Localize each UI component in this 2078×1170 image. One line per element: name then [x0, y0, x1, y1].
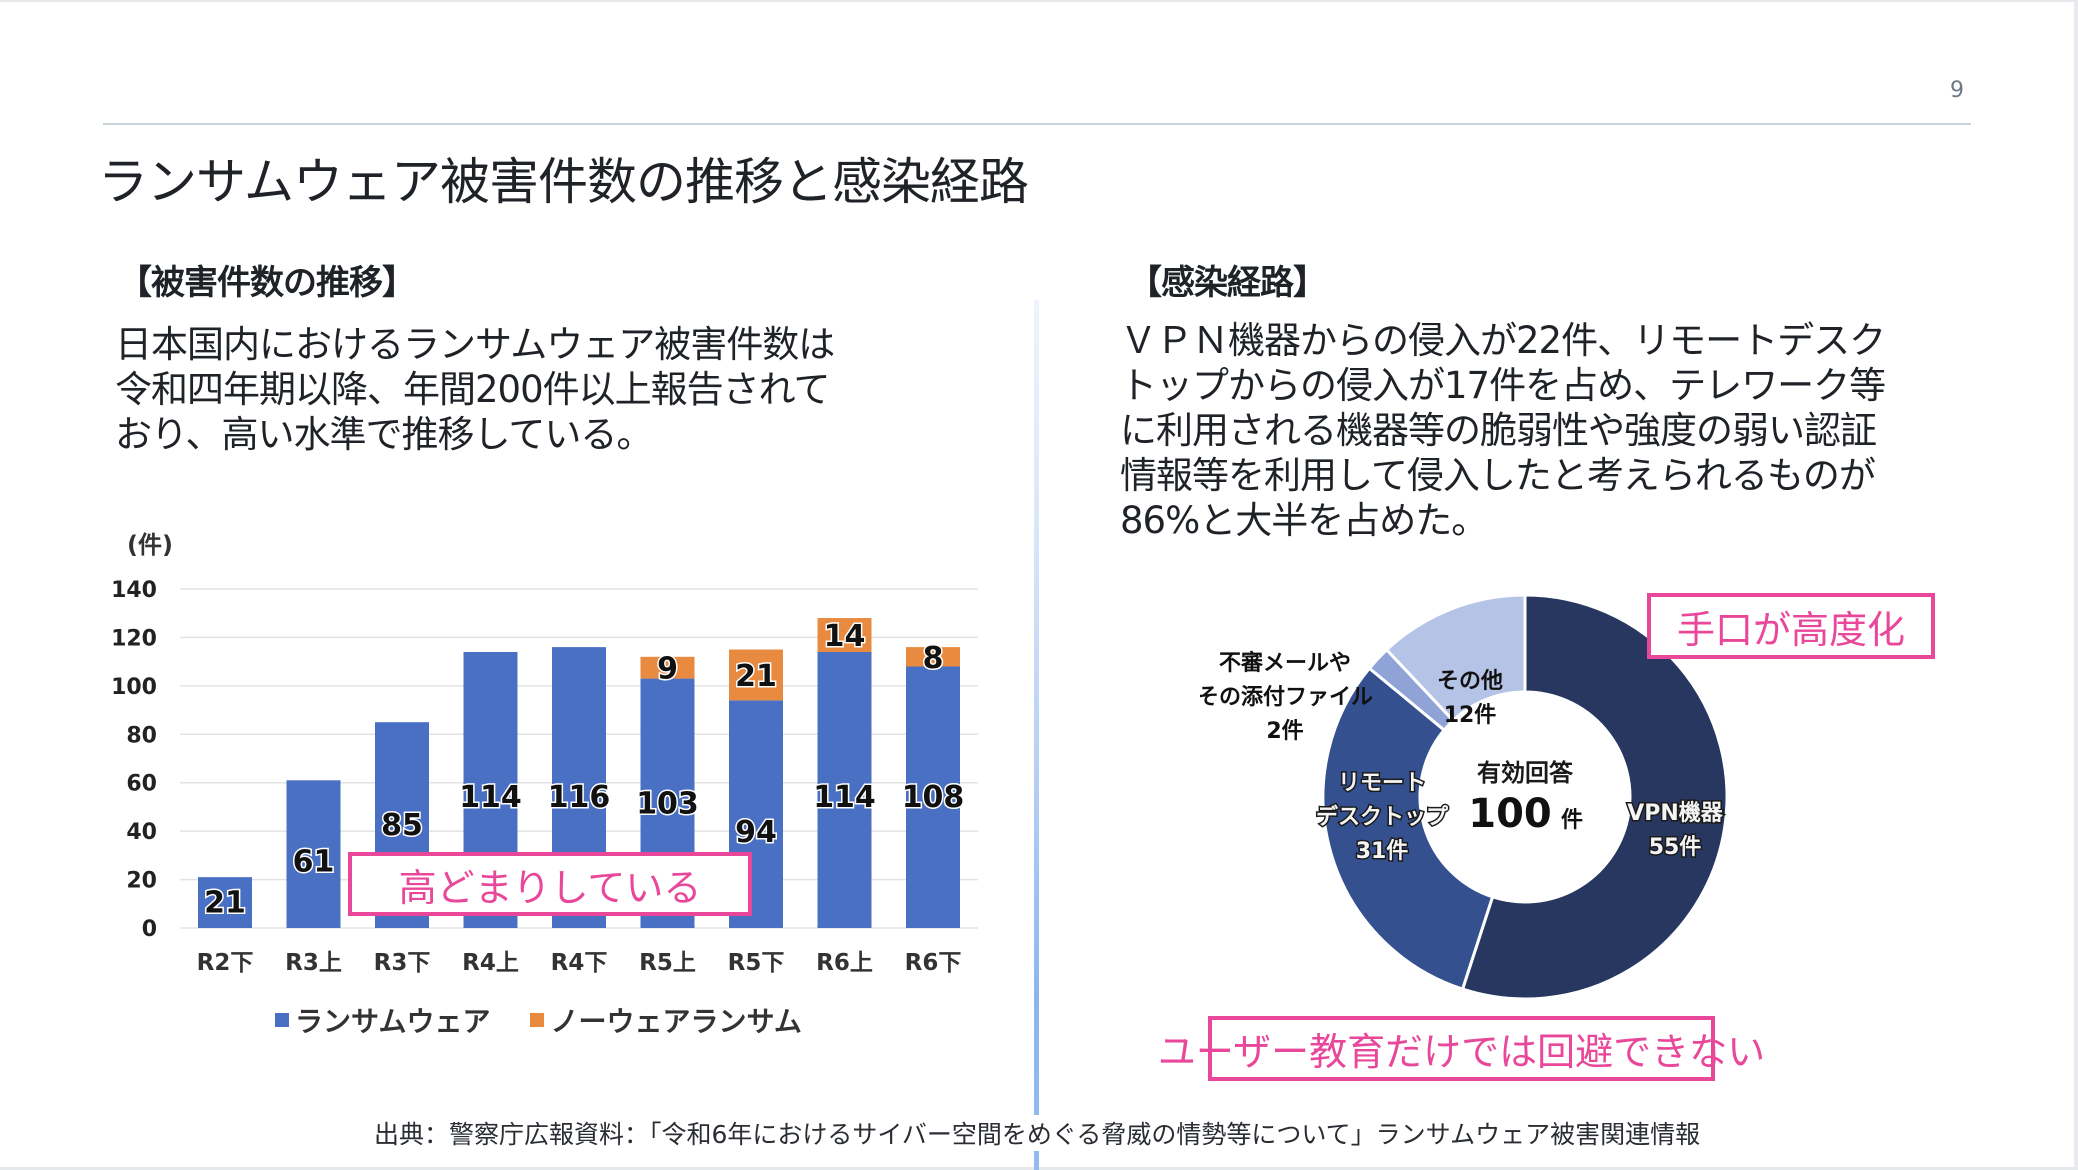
bar-noware	[640, 656, 695, 679]
trend-description-line: 令和四年期以降、年間200件以上報告されて	[115, 368, 831, 411]
donut-label-vpn: 55件	[1649, 835, 1702, 860]
trend-description-line: 日本国内におけるランサムウェア被害件数は	[115, 323, 835, 366]
data-label-ransomware: 94	[735, 815, 777, 850]
trend-description-line: おり、高い水準で推移している。	[115, 413, 653, 456]
donut-label-email: その添付ファイル	[1200, 685, 1373, 710]
x-tick-label: R5上	[639, 950, 696, 976]
bar-noware	[906, 647, 960, 667]
x-tick-label: R4上	[462, 950, 519, 976]
donut-center-value: 100	[1468, 791, 1552, 837]
callout-education-insufficient: ユーザー教育だけでは回避できない	[1158, 1016, 1765, 1081]
donut-label-remote: デスクトップ	[1316, 804, 1449, 830]
infection-route-description: ＶＰＮ機器からの侵入が22件、リモートデスク トップからの侵入が17件を占め、テ…	[1120, 318, 1886, 543]
y-tick-label: 140	[111, 578, 157, 603]
donut-label-remote: 31件	[1356, 839, 1409, 864]
donut-label-other: 12件	[1444, 703, 1497, 728]
bar-chart-legend: ランサムウェア ノーウェアランサム	[275, 1000, 802, 1040]
infection-route-line: に利用される機器等の脆弱性や強度の弱い認証	[1120, 409, 1877, 452]
bar-noware	[817, 618, 872, 652]
data-label-ransomware: 114	[459, 780, 522, 815]
bar-ransomware	[906, 666, 960, 928]
data-label-noware: 9	[657, 652, 678, 687]
legend-label-ransomware: ランサムウェア	[295, 1005, 491, 1038]
callout-sophisticated: 手口が高度化	[1647, 593, 1935, 659]
bar-ransomware	[286, 780, 341, 928]
bar-ransomware	[817, 651, 872, 928]
legend-item-ransomware: ランサムウェア	[275, 1000, 490, 1040]
data-label-noware: 14	[824, 619, 866, 654]
data-label-ransomware: 85	[381, 808, 423, 843]
donut-center-label: 有効回答	[1477, 759, 1574, 787]
source-citation: 出典：警察庁広報資料：「令和6年におけるサイバー空間をめぐる脅威の情勢等について…	[372, 1115, 1703, 1151]
slide-top-edge	[0, 0, 2078, 2]
infection-route-line: 86%と大半を占めた。	[1120, 499, 1488, 542]
y-axis-unit-label: (件)	[127, 531, 173, 559]
donut-label-other: その他	[1437, 669, 1503, 694]
callout-plateau: 高どまりしている	[348, 852, 752, 916]
slide-title: ランサムウェア被害件数の推移と感染経路	[98, 153, 1029, 211]
section-heading-trend: 【被害件数の推移】	[118, 263, 416, 303]
data-label-ransomware: 108	[902, 780, 965, 815]
infection-route-line: トップからの侵入が17件を占め、テレワーク等	[1120, 364, 1886, 407]
infection-route-line: ＶＰＮ機器からの侵入が22件、リモートデスク	[1120, 319, 1886, 362]
x-tick-label: R3上	[285, 950, 342, 976]
donut-slice-vpn	[1460, 593, 1729, 1001]
column-divider	[1034, 300, 1039, 1170]
donut-label-email: 2件	[1266, 719, 1303, 744]
legend-item-noware: ノーウェアランサム	[530, 1000, 802, 1040]
y-tick-label: 60	[126, 772, 157, 797]
data-label-ransomware: 61	[293, 845, 335, 880]
y-tick-label: 80	[126, 723, 157, 748]
donut-slice-remote	[1321, 666, 1495, 992]
infection-route-line: 情報等を利用して侵入したと考えられるものが	[1120, 454, 1876, 497]
bar-noware	[729, 649, 783, 701]
bar-ransomware	[198, 877, 252, 928]
y-tick-label: 100	[111, 675, 157, 700]
data-label-noware: 8	[923, 641, 944, 676]
x-tick-label: R4下	[551, 950, 608, 976]
donut-label-remote: リモート	[1338, 771, 1426, 796]
y-tick-label: 40	[126, 820, 157, 845]
data-label-ransomware: 116	[548, 780, 611, 815]
y-tick-label: 0	[142, 917, 157, 942]
data-label-ransomware: 21	[204, 886, 246, 921]
trend-description: 日本国内におけるランサムウェア被害件数は 令和四年期以降、年間200件以上報告さ…	[115, 322, 835, 457]
data-label-noware: 21	[735, 659, 777, 694]
donut-slice-other	[1384, 593, 1527, 723]
header-divider	[103, 123, 1971, 125]
legend-swatch-noware	[530, 1013, 545, 1027]
x-tick-label: R6下	[905, 950, 962, 976]
legend-label-noware: ノーウェアランサム	[550, 1005, 802, 1038]
page-number: 9	[1950, 78, 1964, 103]
bar-chart: (件) 0 20 40 60 80 100 120 140 21 61 85 114 116 9 103 2…	[111, 531, 978, 976]
donut-center-unit: 件	[1561, 808, 1583, 833]
donut-label-email: 不審メールや	[1219, 650, 1351, 676]
data-label-ransomware: 114	[813, 780, 876, 815]
y-tick-label: 120	[111, 626, 157, 651]
x-tick-label: R6上	[816, 950, 873, 976]
y-tick-label: 20	[126, 869, 157, 894]
x-tick-label: R5下	[728, 950, 785, 976]
legend-swatch-ransomware	[275, 1013, 289, 1027]
x-tick-label: R3下	[374, 950, 431, 976]
section-heading-infection-route: 【感染経路】	[1128, 263, 1327, 303]
donut-label-vpn: VPN機器	[1627, 801, 1724, 826]
slide-right-edge	[2074, 0, 2078, 1170]
slide-bottom-edge	[0, 1167, 2078, 1170]
data-label-ransomware: 103	[636, 786, 699, 821]
x-tick-label: R2下	[197, 950, 254, 976]
